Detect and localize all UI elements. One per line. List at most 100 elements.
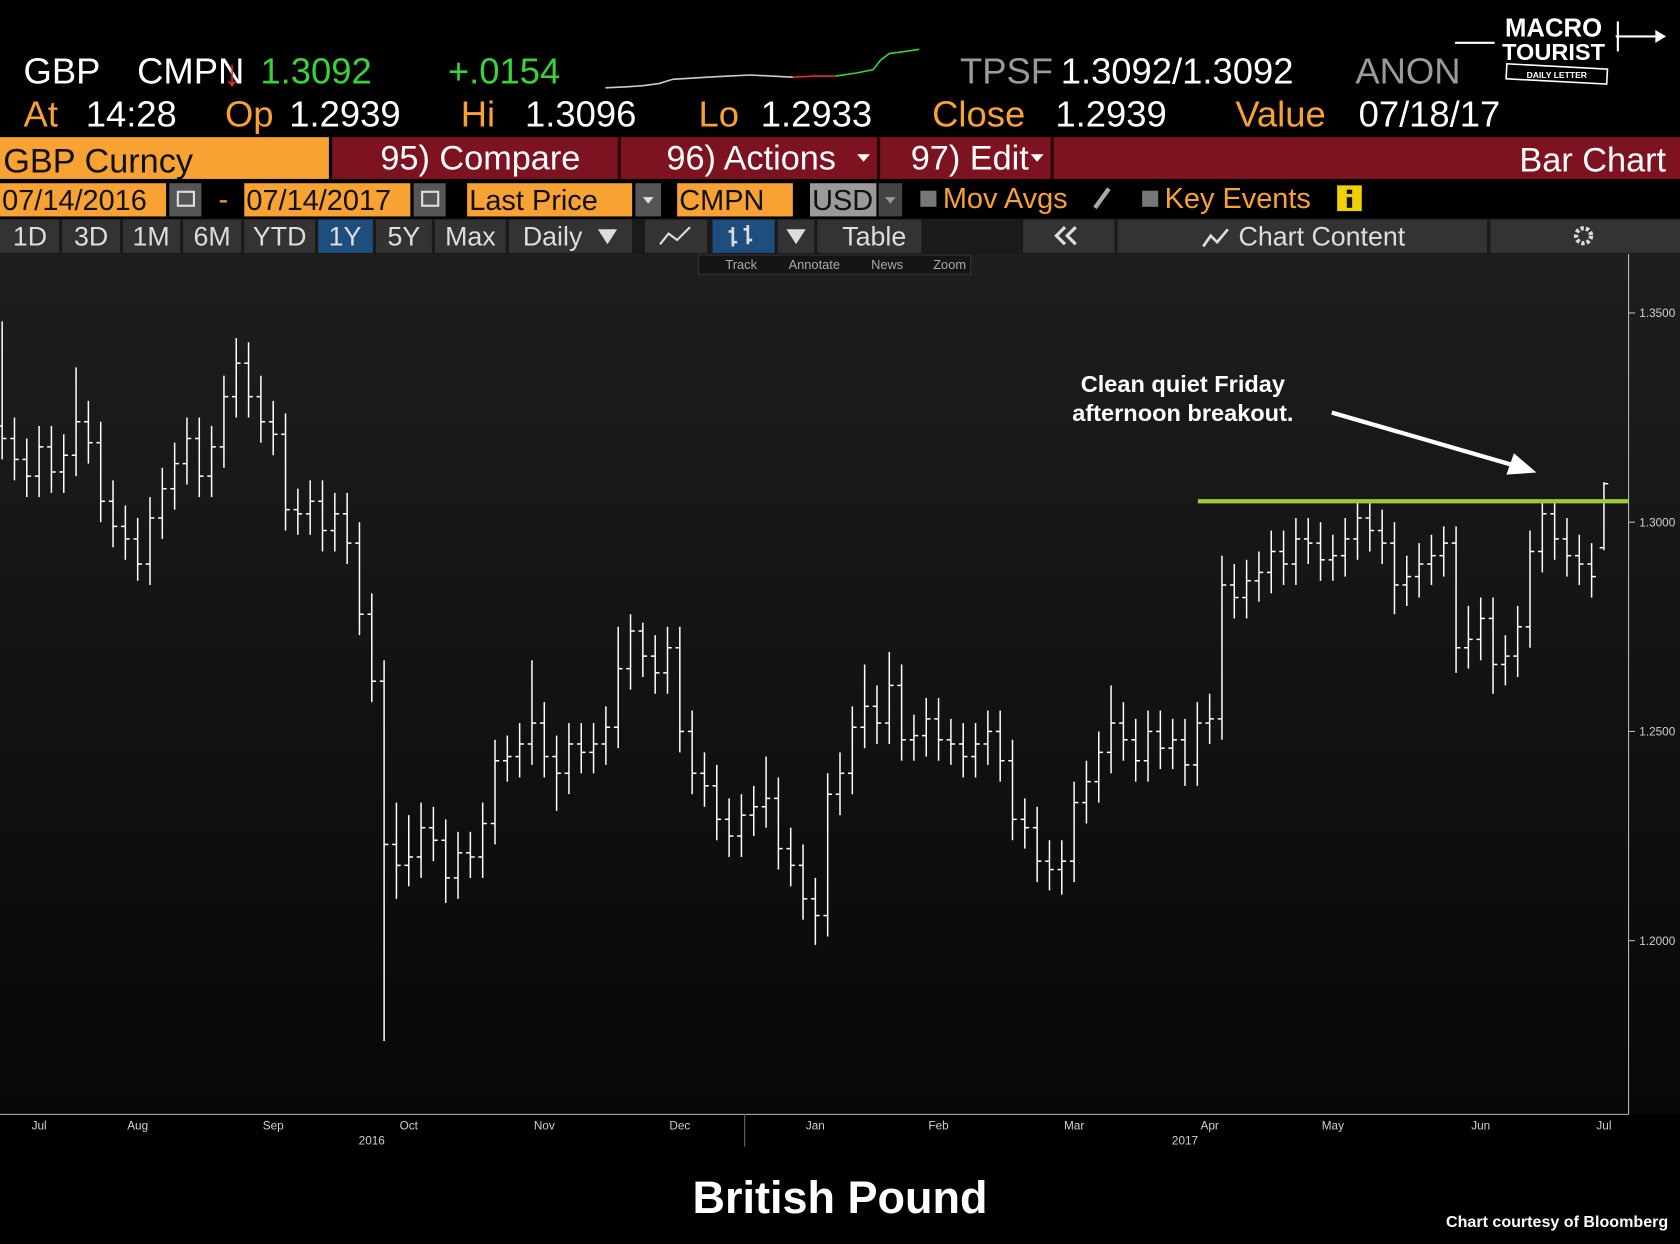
checkbox[interactable]: [1142, 190, 1159, 207]
period[interactable]: 5Y: [388, 221, 421, 251]
period[interactable]: 6M: [194, 221, 231, 251]
x-tick-label: May: [1322, 1119, 1344, 1132]
x-tick-label: Aug: [127, 1119, 148, 1132]
bid-ask: 1.3092/1.3092: [1061, 51, 1294, 92]
mov-avgs[interactable]: Mov Avgs: [943, 183, 1068, 215]
logo-text: MACRO: [1505, 14, 1602, 42]
period-button-active[interactable]: [318, 219, 373, 253]
period[interactable]: Max: [445, 221, 496, 251]
period-button[interactable]: [123, 219, 180, 253]
period[interactable]: 1M: [132, 221, 169, 251]
tool[interactable]: Annotate: [789, 257, 840, 272]
chart-kind: Bar Chart: [1519, 141, 1666, 179]
footer-title: British Pound: [693, 1172, 988, 1223]
period[interactable]: 1Y: [329, 221, 362, 251]
annotation: afternoon breakout.: [1072, 400, 1293, 426]
tool[interactable]: News: [871, 257, 903, 272]
x-tick-label: Jul: [32, 1119, 47, 1132]
logo-box: [1505, 62, 1609, 85]
menu-actions[interactable]: 96) Actions: [666, 139, 836, 177]
period[interactable]: 3D: [74, 221, 108, 251]
sparkline: [835, 48, 920, 77]
table-button[interactable]: [817, 219, 922, 253]
field-label: Op: [225, 93, 274, 134]
calendar-icon: [421, 190, 440, 207]
gear-icon: [1573, 226, 1594, 246]
period[interactable]: 1D: [13, 221, 47, 251]
menu-edit[interactable]: 97) Edit: [911, 139, 1030, 177]
field-value: 07/18/17: [1359, 93, 1501, 134]
ask-source: ANON: [1355, 51, 1460, 92]
source-box[interactable]: [677, 183, 793, 217]
period-button[interactable]: [376, 219, 432, 253]
credit: Chart courtesy of Bloomberg: [1446, 1213, 1668, 1231]
tool[interactable]: Zoom: [933, 257, 966, 272]
calendar-button[interactable]: [169, 183, 202, 217]
collapse-icon: [1054, 226, 1067, 246]
line-chart-button[interactable]: [645, 219, 708, 253]
date-box[interactable]: [244, 183, 411, 217]
tools-bar: [698, 254, 972, 275]
x-tick-label: Oct: [400, 1119, 419, 1132]
sparkline: [605, 74, 793, 89]
pencil-icon[interactable]: [1093, 187, 1111, 210]
y-tick-label: 1.3500: [1639, 307, 1675, 320]
dropdown-arrow: [885, 197, 896, 204]
period-button[interactable]: [244, 219, 315, 253]
period-button[interactable]: [62, 219, 120, 253]
x-tick-label: Nov: [534, 1119, 555, 1132]
period-button[interactable]: [183, 219, 242, 253]
source-select[interactable]: CMPN: [679, 185, 764, 217]
x-tick-label: Jun: [1471, 1119, 1490, 1132]
chart-content[interactable]: Chart Content: [1239, 221, 1406, 251]
end-date[interactable]: 07/14/2017: [246, 185, 391, 217]
table[interactable]: Table: [842, 221, 906, 251]
menu-compare[interactable]: 95) Compare: [380, 139, 580, 177]
dropdown-arrow[interactable]: [857, 154, 870, 162]
key-events[interactable]: Key Events: [1165, 183, 1311, 215]
currency[interactable]: USD: [812, 185, 873, 217]
bar-chart-button[interactable]: [712, 219, 775, 253]
tool[interactable]: Track: [725, 257, 757, 272]
field-value: 1.2939: [289, 93, 400, 134]
settings-button[interactable]: [1490, 219, 1680, 253]
security-box[interactable]: [0, 137, 329, 179]
annotation-arrow: [1331, 410, 1514, 468]
security[interactable]: GBP Curncy: [3, 143, 194, 181]
currency-box[interactable]: [810, 183, 877, 217]
x-year-label: 2016: [359, 1134, 386, 1147]
ticker: GBP: [24, 51, 101, 92]
period[interactable]: YTD: [253, 221, 307, 251]
direction: ↓: [223, 53, 241, 94]
change: +.0154: [448, 51, 560, 92]
dropdown-arrow[interactable]: [1030, 154, 1044, 162]
y-tick-label: 1.2000: [1639, 935, 1675, 948]
start-date[interactable]: 07/14/2016: [2, 185, 147, 217]
field-value: 1.2939: [1055, 93, 1166, 134]
dropdown-arrow: [597, 229, 618, 245]
field-label: At: [24, 93, 58, 134]
period-button[interactable]: [0, 219, 59, 253]
x-tick-label: Jan: [806, 1119, 825, 1132]
calendar-button[interactable]: [413, 183, 446, 217]
frequency[interactable]: Daily: [523, 221, 583, 251]
x-tick-label: Apr: [1200, 1119, 1218, 1132]
last-price: 1.3092: [260, 51, 371, 92]
x-tick-label: Dec: [669, 1119, 690, 1132]
source: CMPN: [137, 51, 244, 92]
logo-text: TOURIST: [1502, 39, 1606, 65]
field-label: Value: [1235, 93, 1325, 134]
field-value: 1.2933: [761, 93, 872, 134]
checkbox[interactable]: [920, 190, 937, 207]
bar-icon: [728, 225, 753, 247]
field-box[interactable]: [467, 183, 633, 217]
chart-content-button[interactable]: [1117, 219, 1488, 253]
date-box[interactable]: [0, 183, 167, 217]
field-value: 14:28: [86, 93, 177, 134]
field-select[interactable]: Last Price: [469, 185, 598, 217]
logo-text: DAILY LETTER: [1527, 70, 1588, 80]
date-dash: -: [219, 184, 229, 216]
period-button[interactable]: [435, 219, 506, 253]
